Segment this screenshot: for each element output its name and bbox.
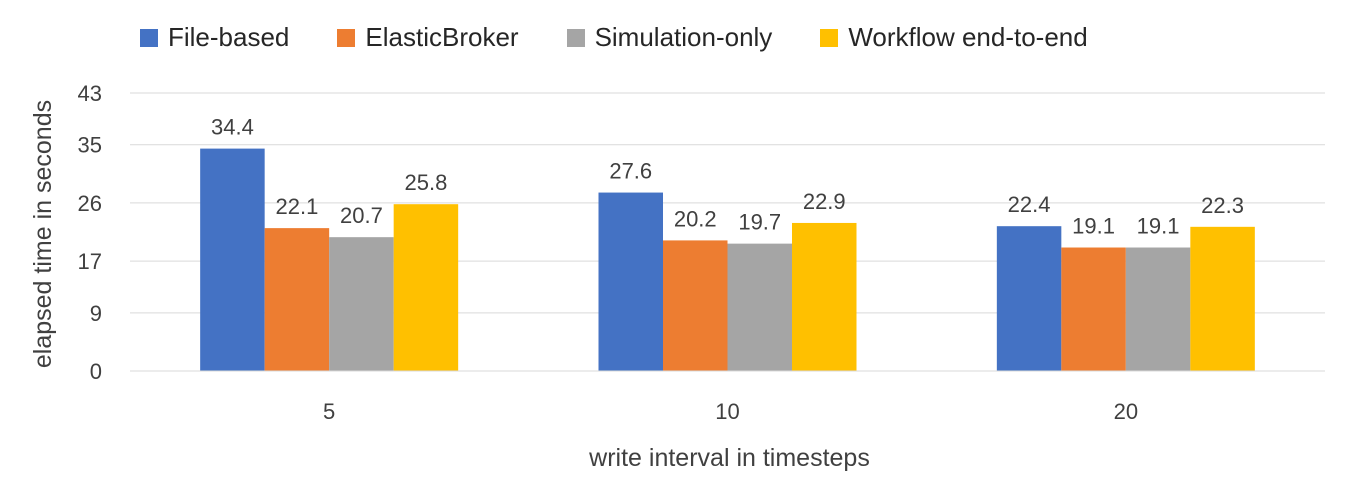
data-label: 27.6 bbox=[609, 159, 652, 184]
data-label: 34.4 bbox=[211, 115, 254, 140]
legend-label: File-based bbox=[168, 22, 290, 52]
y-tick-label: 26 bbox=[78, 191, 102, 216]
bar-file-based-5 bbox=[200, 148, 265, 371]
bar-simulation-only-10 bbox=[727, 243, 792, 371]
legend-item: Simulation-only bbox=[566, 22, 773, 53]
y-tick-label: 35 bbox=[78, 133, 102, 158]
x-tick-label: 10 bbox=[715, 399, 739, 424]
legend-label: Workflow end-to-end bbox=[848, 22, 1088, 52]
data-label: 20.7 bbox=[340, 203, 383, 228]
y-axis-title: elapsed time in seconds bbox=[29, 100, 57, 368]
data-label: 20.2 bbox=[674, 206, 717, 231]
data-label: 22.9 bbox=[803, 189, 846, 214]
y-tick-label: 43 bbox=[78, 81, 102, 106]
data-label: 22.3 bbox=[1201, 193, 1244, 218]
x-axis-title: write interval in timesteps bbox=[588, 444, 870, 472]
legend-item: ElasticBroker bbox=[337, 22, 519, 53]
legend-swatch bbox=[566, 28, 585, 47]
legend-item: File-based bbox=[140, 22, 289, 53]
y-tick-label: 9 bbox=[90, 301, 102, 326]
bar-workflow-end-to-end-5 bbox=[393, 204, 459, 371]
bar-file-based-10 bbox=[598, 192, 663, 371]
bar-simulation-only-5 bbox=[329, 237, 394, 371]
data-label: 25.8 bbox=[405, 170, 448, 195]
bar-elasticbroker-10 bbox=[663, 240, 728, 371]
bar-workflow-end-to-end-20 bbox=[1190, 226, 1255, 371]
bar-simulation-only-20 bbox=[1125, 247, 1191, 371]
bar-file-based-20 bbox=[996, 226, 1062, 371]
data-label: 19.7 bbox=[738, 210, 781, 235]
legend: File-based ElasticBroker Simulation-only Wo… bbox=[140, 22, 1088, 53]
bar-workflow-end-to-end-10 bbox=[792, 222, 857, 371]
data-label: 22.1 bbox=[276, 194, 319, 219]
legend-swatch bbox=[140, 28, 158, 47]
y-tick-label: 17 bbox=[78, 249, 102, 274]
data-label: 22.4 bbox=[1008, 192, 1051, 217]
data-label: 19.1 bbox=[1137, 214, 1180, 239]
x-tick-label: 20 bbox=[1114, 399, 1138, 424]
legend-item: Workflow end-to-end bbox=[820, 22, 1088, 53]
legend-label: Simulation-only bbox=[594, 22, 773, 52]
legend-label: ElasticBroker bbox=[365, 22, 519, 52]
bar-elasticbroker-20 bbox=[1061, 247, 1126, 371]
y-tick-label: 0 bbox=[90, 359, 102, 384]
x-tick-label: 5 bbox=[323, 399, 335, 424]
bar-elasticbroker-5 bbox=[264, 228, 330, 371]
legend-swatch bbox=[820, 28, 839, 47]
data-label: 19.1 bbox=[1072, 214, 1115, 239]
legend-swatch bbox=[337, 28, 356, 47]
